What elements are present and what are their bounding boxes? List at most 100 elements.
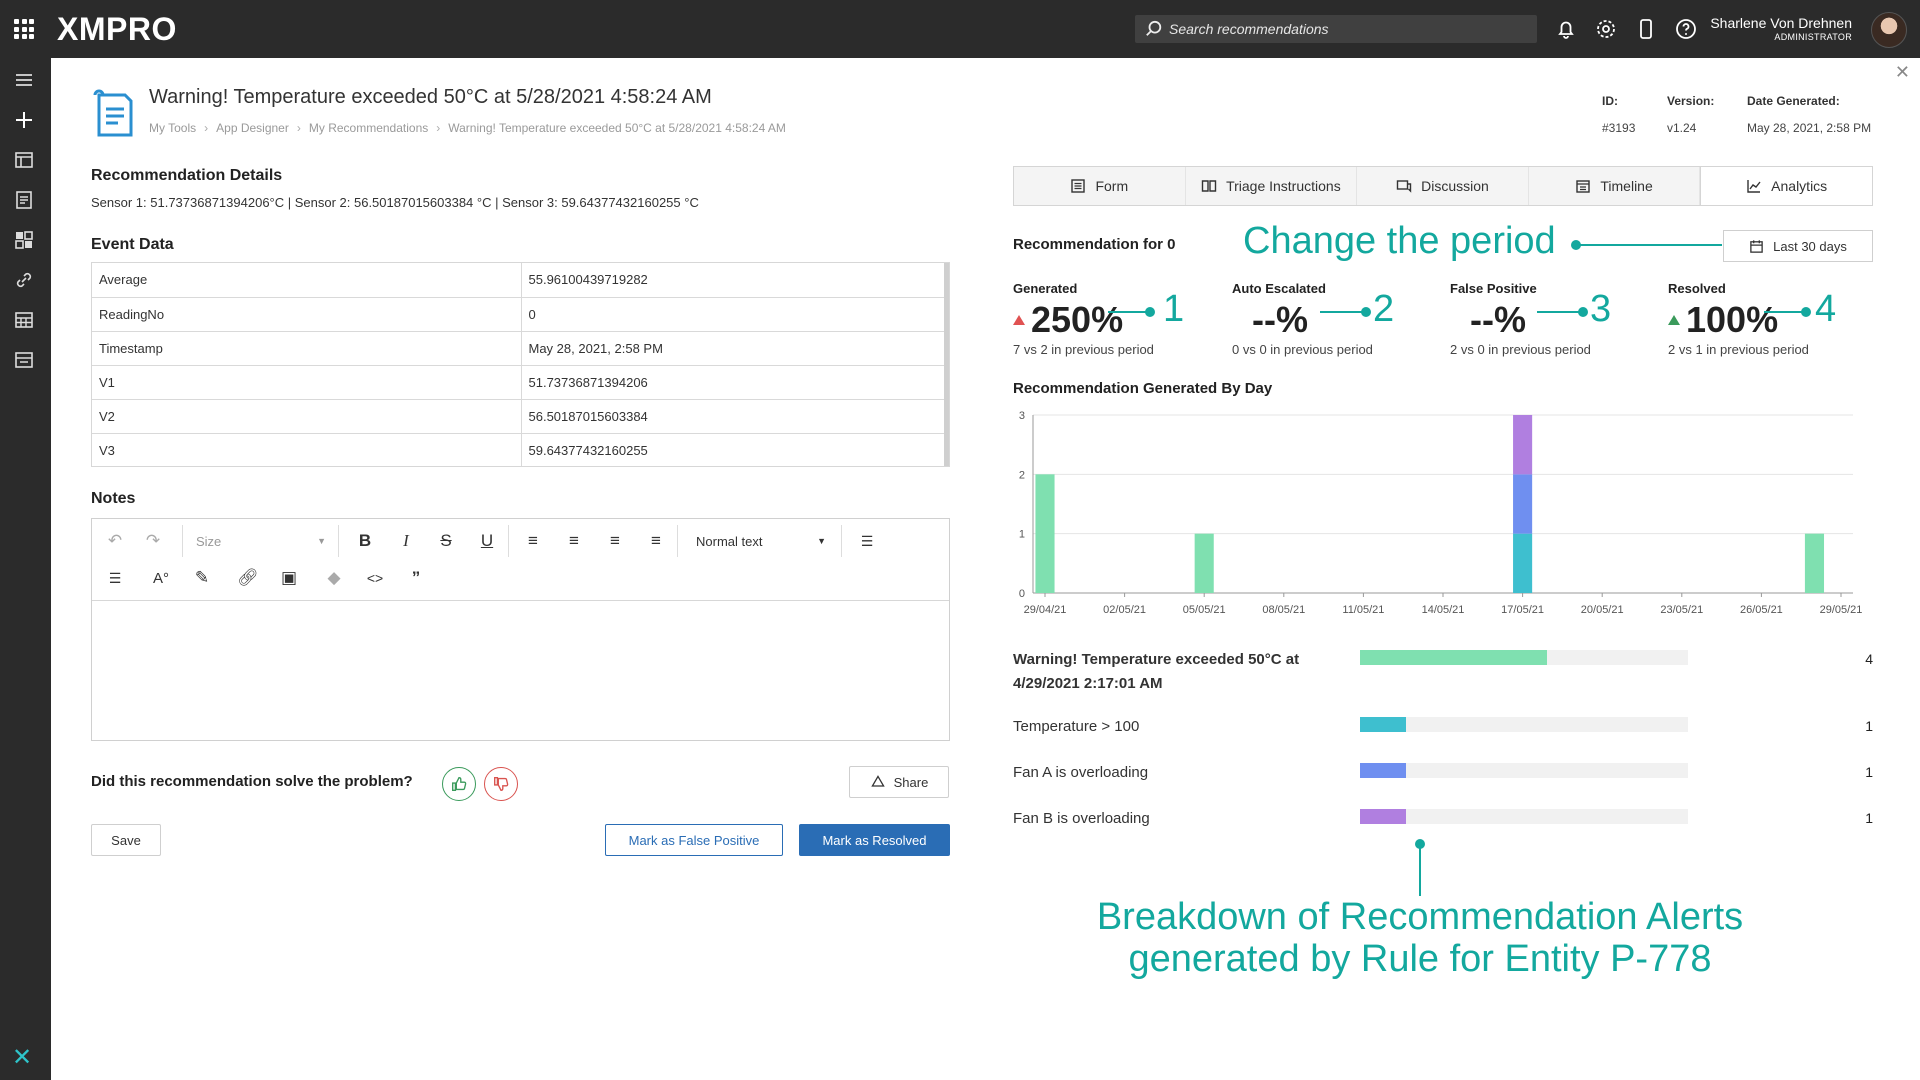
close-icon[interactable]: ✕ [1894,62,1910,82]
kpi-label: False Positive [1450,281,1537,296]
tab-discussion[interactable]: Discussion [1357,167,1529,205]
ordered-list-icon[interactable]: ☰ [860,532,874,549]
bell-icon[interactable] [1554,17,1578,41]
bullet-list-icon[interactable]: ☰ [108,569,122,586]
notes-textarea[interactable] [92,601,949,740]
breadcrumb: My Tools › App Designer › My Recommendat… [149,121,786,135]
quote-icon[interactable]: ” [411,568,421,587]
mobile-icon[interactable] [1634,17,1658,41]
event-value: 0 [521,297,945,332]
search-input[interactable] [1169,21,1529,37]
kpi-comparison: 7 vs 2 in previous period [1013,342,1154,357]
chart-bar [1513,533,1533,593]
data-stream-icon[interactable] [13,349,35,371]
chat-icon [1396,180,1412,193]
share-button[interactable]: Share [849,766,949,798]
table-row: Average 55.96100439719282 [92,263,945,298]
period-selector[interactable]: Last 30 days [1723,230,1873,262]
link-icon[interactable]: 🔗︎ [237,568,259,587]
dashboard-icon[interactable] [13,149,35,171]
event-key: V1 [92,365,522,400]
user-name[interactable]: Sharlene Von Drehnen [1710,15,1852,31]
font-size-select[interactable]: Size ▼ [196,528,326,554]
breadcrumb-item[interactable]: My Tools [149,121,197,135]
breakdown-row[interactable]: Temperature > 100 1 [1013,715,1873,739]
menu-icon[interactable] [13,69,35,91]
help-icon[interactable] [1674,17,1698,41]
recommendations-by-day-chart: 0 1 2 3 29/04/21 02/05/21 05/05/21 08/05/21 11/0… [1019,410,1863,616]
kpi-label: Auto Escalated [1232,281,1326,296]
font-color-icon[interactable]: A° [152,569,169,587]
kpi-false-positive: False Positive --% 2 vs 0 in previous pe… [1450,281,1650,357]
tab-triage-instructions[interactable]: Triage Instructions [1186,167,1358,205]
tab-analytics[interactable]: Analytics [1700,167,1872,205]
plus-icon[interactable] [13,109,35,131]
event-key: V2 [92,399,522,434]
eraser-icon[interactable]: ◆ [327,568,341,587]
link-icon[interactable] [13,269,35,291]
thumbs-down-icon[interactable] [484,767,518,801]
calendar-list-icon [1576,180,1591,193]
breakdown-row[interactable]: Fan A is overloading 1 [1013,761,1873,785]
text-style-select[interactable]: Normal text ▼ [696,528,826,554]
kpi-value: 250% [1031,299,1124,340]
brand-logo[interactable]: XMPRO [57,11,177,47]
chevron-right-icon: › [296,121,301,135]
book-icon [1201,180,1217,192]
y-tick-label: 3 [1019,410,1025,422]
undo-icon[interactable]: ↶ [107,531,123,550]
date-generated-label: Date Generated: [1747,94,1840,108]
mark-resolved-button[interactable]: Mark as Resolved [799,824,950,856]
redo-icon[interactable]: ↷ [145,531,161,550]
annotation-number: 4 [1815,288,1837,330]
breakdown-row[interactable]: Warning! Temperature exceeded 50°C at 4/… [1013,648,1873,696]
kpi-value: --% [1470,299,1526,340]
breakdown-label: Fan B is overloading [1013,810,1150,827]
italic-icon[interactable]: I [403,531,409,550]
apps-grid-icon[interactable] [14,19,34,39]
align-justify-icon[interactable]: ≡ [651,531,661,550]
breadcrumb-item[interactable]: My Recommendations [308,121,429,135]
annotation-dot [1145,307,1155,317]
apps-icon[interactable] [13,229,35,251]
tab-timeline[interactable]: Timeline [1529,167,1701,205]
version-label: Version: [1667,94,1715,108]
align-right-icon[interactable]: ≡ [610,531,620,550]
table-scrollbar[interactable] [944,263,949,466]
xmpro-x-icon[interactable]: ✕ [12,1044,33,1071]
user-role: ADMINISTRATOR [1774,32,1852,42]
recommendations-icon[interactable] [13,189,35,211]
underline-icon[interactable]: U [480,531,494,550]
chevron-right-icon: › [204,121,209,135]
form-icon [1071,179,1086,193]
tab-form[interactable]: Form [1014,167,1186,205]
breakdown-row[interactable]: Fan B is overloading 1 [1013,807,1873,831]
thumbs-up-icon[interactable] [442,767,476,801]
event-value: 56.50187015603384 [521,399,945,434]
strikethrough-icon[interactable]: S [440,531,452,550]
bold-icon[interactable]: B [358,531,372,550]
annotation-breakdown: Breakdown of Recommendation Alerts gener… [1060,896,1780,980]
x-tick-label: 20/05/21 [1581,604,1624,616]
mark-false-positive-button[interactable]: Mark as False Positive [605,824,783,856]
align-center-icon[interactable]: ≡ [569,531,579,550]
y-tick-label: 2 [1019,469,1025,481]
breakdown-count: 4 [1865,651,1873,667]
highlight-pen-icon[interactable]: ✎ [194,568,210,587]
calculator-icon[interactable] [13,309,35,331]
align-left-icon[interactable]: ≡ [528,531,538,550]
breadcrumb-item[interactable]: App Designer [216,121,289,135]
code-icon[interactable]: <> [366,570,384,586]
avatar[interactable] [1871,12,1907,48]
save-button[interactable]: Save [91,824,161,856]
annotation-line [1537,311,1583,313]
search-box[interactable] [1135,15,1537,43]
event-data-table: Average 55.96100439719282 ReadingNo 0 Time… [91,262,950,467]
y-tick-label: 0 [1019,588,1025,600]
recommendation-for-label: Recommendation for 0 [1013,236,1176,253]
kpi-value: --% [1252,299,1308,340]
annotation-dot [1578,307,1588,317]
event-value: 51.73736871394206 [521,365,945,400]
gear-icon[interactable] [1594,17,1618,41]
image-icon[interactable]: ▣ [280,568,298,587]
